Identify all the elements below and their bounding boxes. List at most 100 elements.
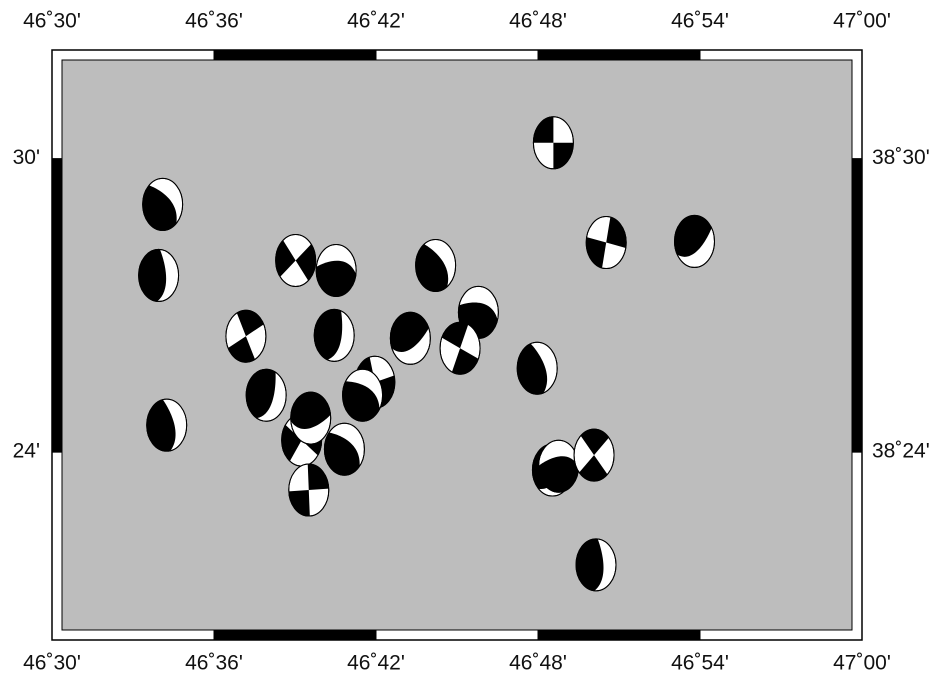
focal-mechanism xyxy=(142,177,184,231)
beachball-compression xyxy=(138,249,167,302)
lens xyxy=(324,432,360,476)
focal-mechanism xyxy=(532,116,574,170)
beachball-border xyxy=(290,391,332,445)
focal-mechanism xyxy=(323,422,365,476)
y-tick-label: 24' xyxy=(13,440,40,463)
frame-segment xyxy=(852,158,862,453)
lens xyxy=(138,249,167,302)
focal-mechanism xyxy=(585,216,627,270)
x-tick-label: 47˚00' xyxy=(833,10,891,33)
beachball-compression xyxy=(517,343,548,395)
beachball-compression xyxy=(342,381,380,422)
y-tick-label-right: 38˚24' xyxy=(872,440,930,463)
focal-mechanism xyxy=(315,243,357,297)
beachball-compression xyxy=(290,392,331,429)
beachball-border xyxy=(532,116,574,170)
focal-mechanism xyxy=(575,538,617,592)
beachball-compression xyxy=(142,185,177,231)
focal-mechanism xyxy=(573,428,615,482)
x-tick-label: 46˚42' xyxy=(347,10,405,33)
x-tick-label: 46˚48' xyxy=(509,652,567,675)
beachball-compression xyxy=(390,312,429,352)
lens xyxy=(390,312,429,352)
x-tick-label: 46˚36' xyxy=(185,652,243,675)
focal-mechanism xyxy=(288,463,330,517)
focal-mechanism xyxy=(538,439,580,493)
frame-segment xyxy=(214,50,376,60)
beachball-border xyxy=(275,233,317,287)
quadrant xyxy=(288,464,329,516)
focal-mechanism xyxy=(439,321,481,375)
x-tick-label: 46˚30' xyxy=(23,652,81,675)
focal-mechanism xyxy=(245,368,287,422)
focal-mechanism xyxy=(290,391,332,445)
lens xyxy=(517,343,548,395)
beachball-compression xyxy=(538,456,579,493)
lens xyxy=(142,185,177,231)
x-tick-label: 46˚48' xyxy=(509,10,567,33)
beachball-border xyxy=(389,311,431,365)
beachball-compression xyxy=(533,116,574,169)
beachball-border xyxy=(313,308,355,362)
beachball-border xyxy=(415,238,457,292)
x-tick-label: 46˚36' xyxy=(185,10,243,33)
focal-mechanism xyxy=(146,398,188,452)
lens xyxy=(146,399,176,452)
beachball-border xyxy=(146,398,188,452)
focal-mechanism xyxy=(415,238,457,292)
y-tick-label-right: 38˚30' xyxy=(872,146,930,169)
x-tick-label: 46˚54' xyxy=(671,652,729,675)
lens xyxy=(290,392,331,429)
beachball-border xyxy=(575,538,617,592)
x-tick-label: 47˚00' xyxy=(833,652,891,675)
beachball-compression xyxy=(314,309,343,360)
beachball-border xyxy=(245,368,287,422)
focal-mechanism xyxy=(673,214,715,268)
beachball-border xyxy=(288,463,330,517)
frame-segment xyxy=(52,158,62,453)
beachball-border xyxy=(342,368,384,422)
lens xyxy=(538,456,579,493)
beachball-border xyxy=(573,428,615,482)
beachball-compression xyxy=(288,464,329,516)
focal-mechanism xyxy=(225,309,267,363)
beachball-compression xyxy=(674,215,712,257)
x-tick-label: 46˚42' xyxy=(347,652,405,675)
lens xyxy=(316,260,356,297)
beachball-border xyxy=(138,248,180,302)
focal-mechanism xyxy=(342,368,384,422)
beachball-compression xyxy=(246,369,276,419)
beachball-border xyxy=(323,422,365,476)
focal-mechanism xyxy=(389,311,431,365)
lens xyxy=(575,538,604,591)
beachball-border xyxy=(516,341,558,395)
beachball-compression xyxy=(415,244,449,292)
x-tick-label: 46˚54' xyxy=(671,10,729,33)
beachball-border xyxy=(439,321,481,375)
focal-mechanism xyxy=(313,308,355,362)
beachball-compression xyxy=(316,260,356,297)
y-tick-label: 30' xyxy=(13,146,40,169)
beachball-border xyxy=(225,309,267,363)
x-tick-label: 46˚30' xyxy=(23,10,81,33)
frame-segment xyxy=(214,630,376,640)
lens xyxy=(314,309,343,360)
lens xyxy=(342,381,380,422)
focal-mechanism xyxy=(275,233,317,287)
lens xyxy=(246,369,276,419)
frame-segment xyxy=(538,630,700,640)
focal-mechanism xyxy=(138,248,180,302)
focal-mechanism xyxy=(516,341,558,395)
beachball-border xyxy=(585,216,627,270)
beachball-border xyxy=(315,243,357,297)
beachball-border xyxy=(142,177,184,231)
lens xyxy=(415,244,449,292)
frame-segment xyxy=(538,50,700,60)
beachball-compression xyxy=(575,538,604,591)
beachball-border xyxy=(673,214,715,268)
beachball-compression xyxy=(146,399,176,452)
quadrant xyxy=(533,116,574,169)
lens xyxy=(674,215,712,257)
